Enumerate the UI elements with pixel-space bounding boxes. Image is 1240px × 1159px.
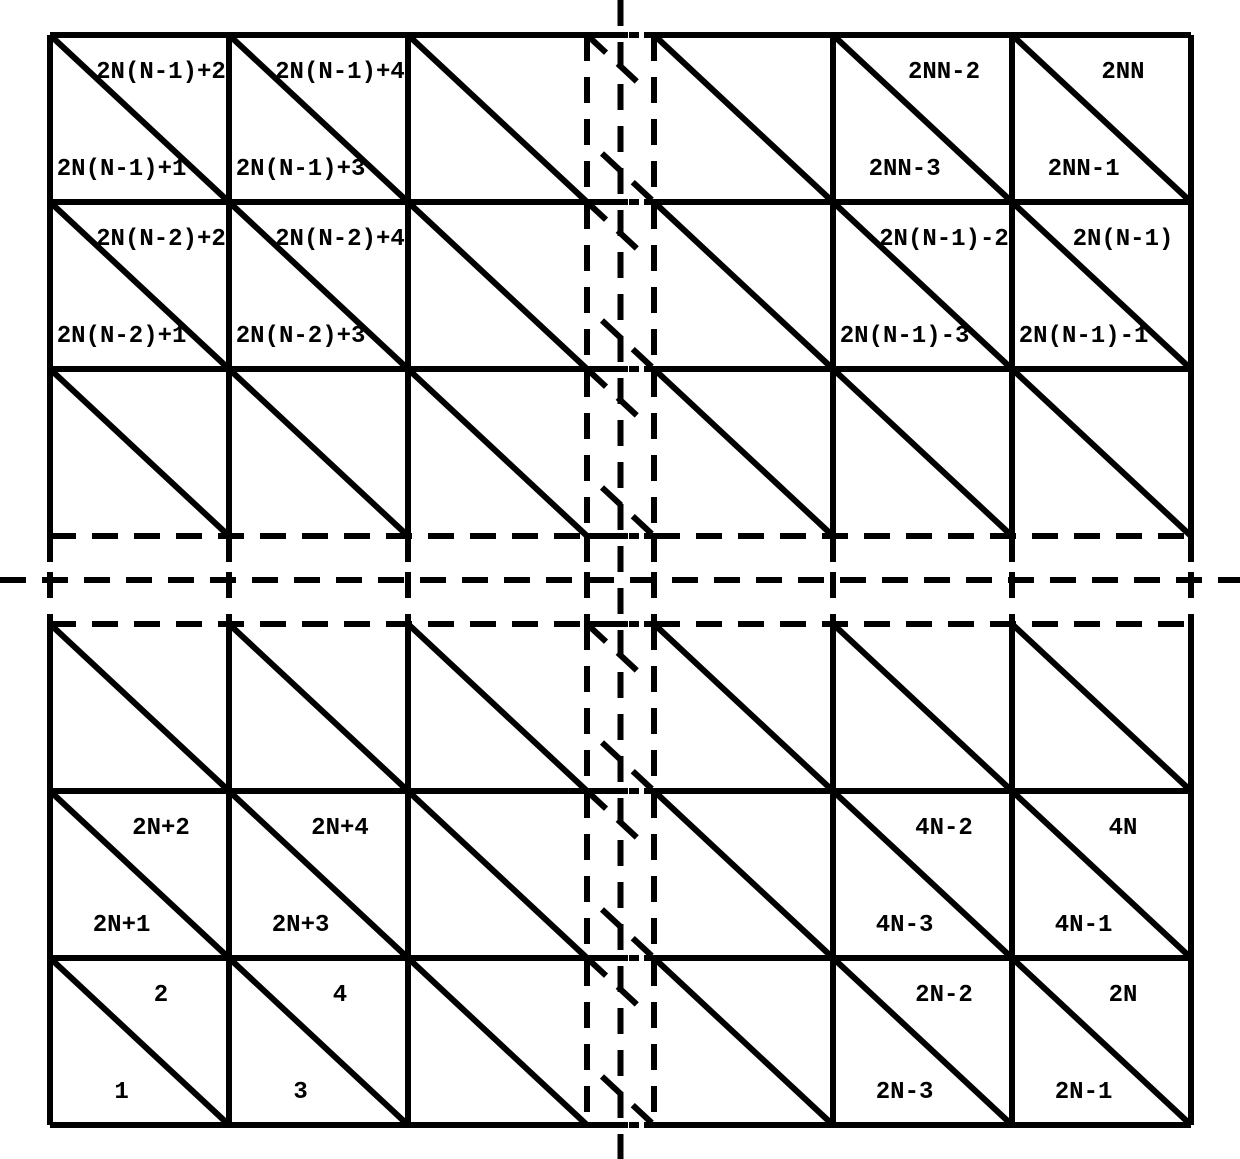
top_right-r0_c1-lower: 2NN-3 <box>869 156 941 183</box>
bottom_left-r2_c1-upper: 4 <box>333 982 347 1009</box>
top_right-r1_c1-lower: 2N(N-1)-3 <box>840 323 970 350</box>
bottom_right-r2_c1-upper: 2N-2 <box>915 982 973 1009</box>
bottom_left-r2_c1-lower: 3 <box>293 1079 307 1106</box>
top_right-r0_c2-upper: 2NN <box>1101 59 1144 86</box>
bottom_left-r2_c0-lower: 1 <box>114 1079 128 1106</box>
top_right-r0_c2-lower: 2NN-1 <box>1048 156 1120 183</box>
bottom_right-r2_c2-upper: 2N <box>1109 982 1138 1009</box>
mesh-numbering-diagram: 2N(N-2)+1 2N(N-2)+2 2N(N-2)+3 2N(N-2)+4 2N(N… <box>0 0 1240 1159</box>
top_left-r1_c1-upper: 2N(N-2)+4 <box>275 226 405 253</box>
top_left-r0_c0-lower: 2N(N-1)+1 <box>57 156 187 183</box>
bottom_right-r2_c1-lower: 2N-3 <box>876 1079 934 1106</box>
bottom_right-r1_c1-lower: 4N-3 <box>876 912 934 939</box>
top_left-r0_c1-upper: 2N(N-1)+4 <box>275 59 405 86</box>
bottom_right-r1_c2-lower: 4N-1 <box>1055 912 1113 939</box>
top_right-r0_c1-upper: 2NN-2 <box>908 59 980 86</box>
bottom_left-r1_c0-lower: 2N+1 <box>93 912 151 939</box>
top_left-r0_c0-upper: 2N(N-1)+2 <box>96 59 226 86</box>
top_left-r0_c1-lower: 2N(N-1)+3 <box>236 156 366 183</box>
top_right-r1_c2-lower: 2N(N-1)-1 <box>1019 323 1149 350</box>
bottom_right-r1_c2-upper: 4N <box>1109 815 1138 842</box>
top_right-r1_c1-upper: 2N(N-1)-2 <box>879 226 1009 253</box>
bottom_left-r1_c0-upper: 2N+2 <box>132 815 190 842</box>
top_left-r1_c0-lower: 2N(N-2)+1 <box>57 323 187 350</box>
bottom_right-r2_c2-lower: 2N-1 <box>1055 1079 1113 1106</box>
top_left-r1_c1-lower: 2N(N-2)+3 <box>236 323 366 350</box>
bottom_left-r1_c1-upper: 2N+4 <box>311 815 369 842</box>
bottom_right-r1_c1-upper: 4N-2 <box>915 815 973 842</box>
bottom_left-r1_c1-lower: 2N+3 <box>272 912 330 939</box>
top_right-r1_c2-upper: 2N(N-1) <box>1073 226 1174 253</box>
bottom_left-r2_c0-upper: 2 <box>154 982 168 1009</box>
top_left-r1_c0-upper: 2N(N-2)+2 <box>96 226 226 253</box>
